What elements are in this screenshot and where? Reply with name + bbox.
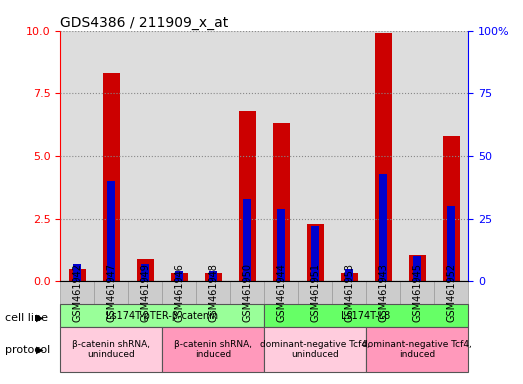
- Bar: [170, 273, 188, 281]
- Text: protocol: protocol: [5, 345, 51, 355]
- Bar: [73, 264, 82, 281]
- Bar: [196, 31, 230, 281]
- Bar: [345, 269, 354, 281]
- Text: GSM461944: GSM461944: [276, 263, 286, 322]
- Text: GSM461946: GSM461946: [174, 263, 184, 322]
- Text: GSM461947: GSM461947: [106, 263, 116, 322]
- Bar: [175, 271, 184, 281]
- Bar: [340, 273, 358, 281]
- FancyBboxPatch shape: [366, 281, 400, 304]
- FancyBboxPatch shape: [400, 281, 434, 304]
- Bar: [128, 31, 162, 281]
- FancyBboxPatch shape: [162, 281, 196, 304]
- Bar: [374, 33, 392, 281]
- Bar: [264, 31, 298, 281]
- Text: GSM461949: GSM461949: [140, 263, 150, 322]
- Text: GSM461953: GSM461953: [344, 263, 354, 322]
- Text: β-catenin shRNA,
induced: β-catenin shRNA, induced: [174, 340, 252, 359]
- Bar: [162, 31, 196, 281]
- Bar: [400, 31, 434, 281]
- Bar: [442, 136, 460, 281]
- FancyBboxPatch shape: [60, 281, 94, 304]
- Text: ▶: ▶: [36, 345, 43, 355]
- FancyBboxPatch shape: [264, 304, 468, 327]
- Bar: [311, 226, 320, 281]
- FancyBboxPatch shape: [332, 281, 366, 304]
- Text: β-catenin shRNA,
uninduced: β-catenin shRNA, uninduced: [72, 340, 150, 359]
- Bar: [238, 111, 256, 281]
- FancyBboxPatch shape: [196, 281, 230, 304]
- Bar: [434, 31, 468, 281]
- Bar: [332, 31, 366, 281]
- Text: GSM461942: GSM461942: [72, 263, 82, 322]
- FancyBboxPatch shape: [366, 327, 468, 372]
- Text: GSM461952: GSM461952: [446, 263, 456, 322]
- Bar: [277, 209, 286, 281]
- Bar: [413, 256, 422, 281]
- Bar: [141, 264, 150, 281]
- Bar: [272, 123, 290, 281]
- Bar: [298, 31, 332, 281]
- Text: Ls174T-L8: Ls174T-L8: [342, 311, 391, 321]
- FancyBboxPatch shape: [128, 281, 162, 304]
- FancyBboxPatch shape: [162, 327, 264, 372]
- Text: dominant-negative Tcf4,
induced: dominant-negative Tcf4, induced: [362, 340, 472, 359]
- Bar: [209, 271, 218, 281]
- Text: dominant-negative Tcf4,
uninduced: dominant-negative Tcf4, uninduced: [260, 340, 370, 359]
- FancyBboxPatch shape: [264, 327, 366, 372]
- Bar: [230, 31, 264, 281]
- Bar: [60, 31, 94, 281]
- FancyBboxPatch shape: [298, 281, 332, 304]
- Bar: [204, 273, 222, 281]
- Text: cell line: cell line: [5, 313, 48, 323]
- Bar: [306, 224, 324, 281]
- FancyBboxPatch shape: [60, 327, 162, 372]
- Bar: [447, 206, 456, 281]
- Text: GSM461948: GSM461948: [208, 263, 218, 322]
- Text: GSM461945: GSM461945: [412, 263, 422, 322]
- Bar: [94, 31, 128, 281]
- FancyBboxPatch shape: [230, 281, 264, 304]
- Bar: [366, 31, 400, 281]
- Text: GSM461943: GSM461943: [378, 263, 388, 322]
- Bar: [137, 259, 154, 281]
- Text: GDS4386 / 211909_x_at: GDS4386 / 211909_x_at: [60, 16, 229, 30]
- Text: GSM461951: GSM461951: [310, 263, 320, 322]
- Bar: [69, 269, 86, 281]
- Bar: [408, 255, 426, 281]
- FancyBboxPatch shape: [60, 304, 264, 327]
- Text: Ls174T-pTER-β-catenin: Ls174T-pTER-β-catenin: [106, 311, 218, 321]
- Text: GSM461950: GSM461950: [242, 263, 252, 322]
- Bar: [103, 73, 120, 281]
- FancyBboxPatch shape: [94, 281, 128, 304]
- Bar: [379, 174, 388, 281]
- FancyBboxPatch shape: [264, 281, 298, 304]
- Text: ▶: ▶: [36, 313, 43, 323]
- Bar: [243, 199, 252, 281]
- FancyBboxPatch shape: [434, 281, 468, 304]
- Bar: [107, 181, 116, 281]
